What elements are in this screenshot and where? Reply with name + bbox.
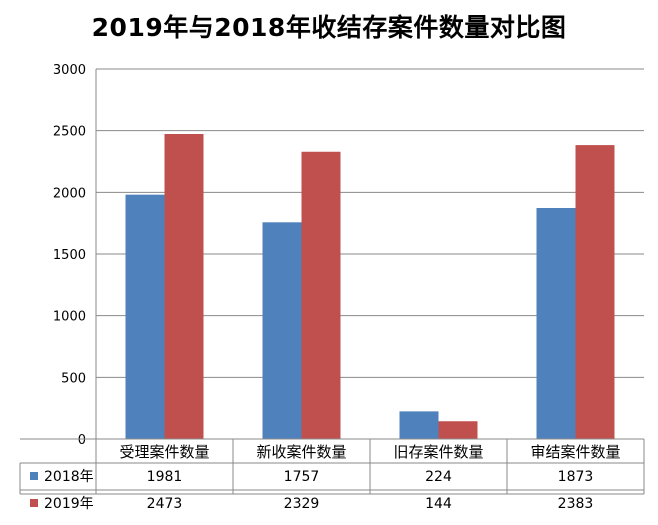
- bar: [301, 151, 341, 440]
- y-tick-label: 1000: [53, 310, 86, 325]
- legend-swatch: [30, 472, 38, 480]
- data-label: 224: [425, 469, 452, 485]
- bar: [262, 222, 302, 439]
- x-tick-label: 审结案件数量: [530, 443, 620, 461]
- y-tick-label: 0: [78, 433, 86, 448]
- chart-title: 2019年与2018年收结存案件数量对比图: [91, 13, 567, 42]
- data-table: 受理案件数量 新收案件数量 旧存案件数量 审结案件数量 2018年 1981 1757 224…: [19, 438, 645, 512]
- bars: [125, 133, 615, 440]
- y-axis-ticks: 0 500 1000 1500 2000 2500 3000: [53, 63, 86, 448]
- data-label: 2329: [284, 496, 320, 512]
- y-tick-label: 2000: [53, 186, 86, 201]
- y-tick-label: 500: [61, 371, 86, 386]
- x-tick-label: 旧存案件数量: [393, 443, 483, 461]
- data-label: 2383: [558, 496, 594, 512]
- legend-label: 2019年: [44, 496, 94, 512]
- data-label: 1757: [284, 469, 320, 485]
- bar: [399, 411, 439, 439]
- bar: [125, 194, 165, 439]
- y-tick-label: 1500: [53, 248, 86, 263]
- data-label: 144: [425, 496, 452, 512]
- legend-swatch: [30, 499, 38, 507]
- legend-label: 2018年: [44, 469, 94, 485]
- data-label: 1873: [558, 469, 594, 485]
- y-tick-label: 3000: [53, 63, 86, 78]
- x-tick-label: 新收案件数量: [256, 443, 346, 461]
- bar: [575, 145, 615, 439]
- data-label: 1981: [147, 469, 183, 485]
- x-tick-label: 受理案件数量: [119, 443, 209, 461]
- data-label: 2473: [147, 496, 183, 512]
- bar: [536, 207, 576, 439]
- y-tick-label: 2500: [53, 125, 86, 140]
- bar: [438, 421, 478, 439]
- bar: [164, 133, 204, 439]
